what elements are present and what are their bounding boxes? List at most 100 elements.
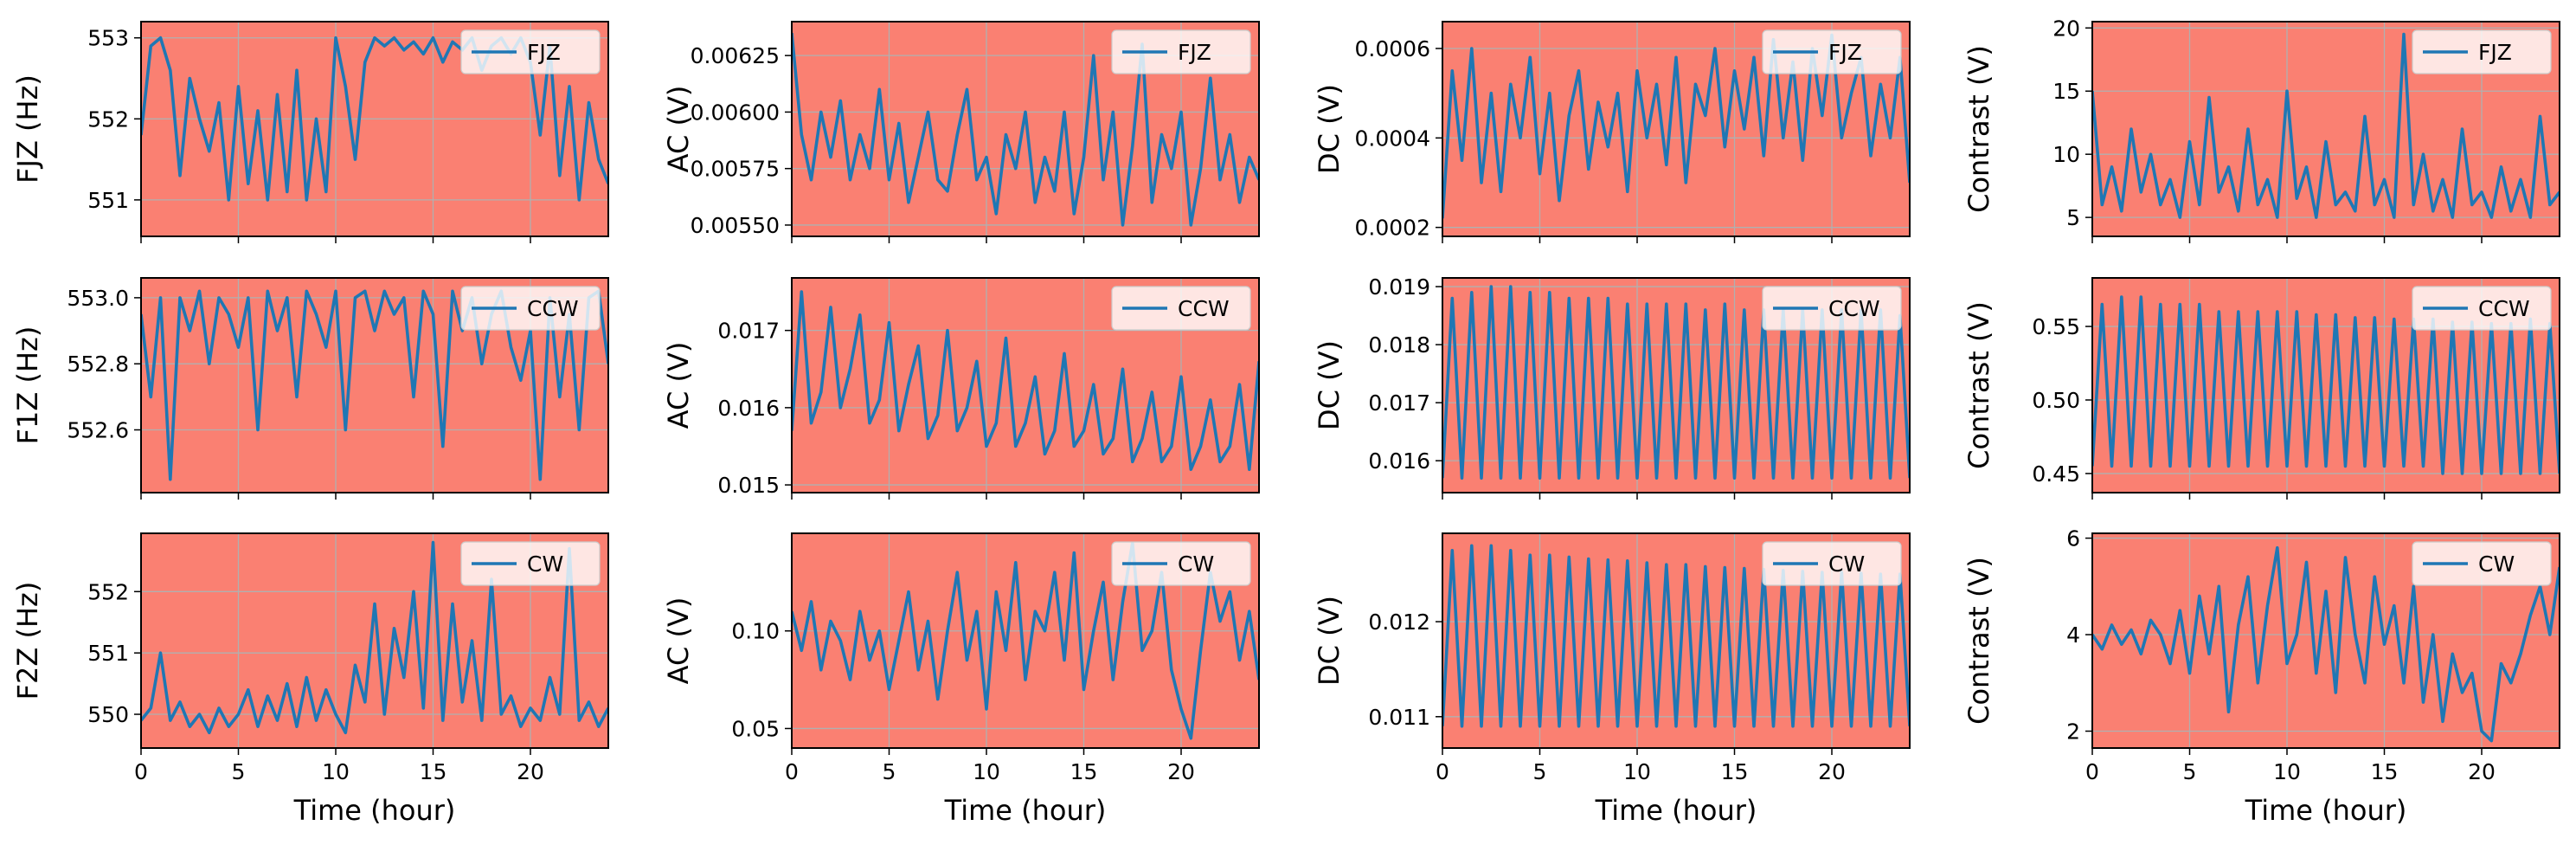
y-axis-label: DC (V) (1313, 84, 1346, 174)
y-tick-label: 5 (2066, 205, 2080, 230)
legend: CW (2412, 541, 2552, 586)
x-tick-label: 0 (1436, 759, 1449, 784)
legend-box (2412, 29, 2552, 74)
series-line-FJZ (792, 32, 1259, 227)
x-tick-label: 0 (2085, 759, 2099, 784)
legend: CCW (460, 286, 601, 331)
y-tick-label: 552 (87, 579, 129, 604)
legend-box (460, 541, 601, 586)
legend: FJZ (460, 29, 601, 74)
series-line-CW (2092, 545, 2560, 743)
x-tick-label: 5 (232, 759, 246, 784)
x-tick-label: 0 (134, 759, 148, 784)
subplot-r1-c3: 0.0002 0.0004 0.0006 FJZ DC (V) (1313, 21, 1911, 243)
y-tick-label: 550 (87, 702, 129, 727)
series-line-FJZ (2092, 32, 2560, 219)
legend: CW (1762, 541, 1902, 586)
axes-frame (1442, 532, 1911, 749)
x-tick-label: 15 (420, 759, 447, 784)
legend-box (2412, 541, 2552, 586)
series-line-CCW (2092, 295, 2560, 475)
y-tick-label: 10 (2052, 142, 2080, 167)
axes-frame (140, 532, 609, 749)
y-tick-label: 553 (87, 26, 129, 51)
y-tick-label: 552 (87, 106, 129, 132)
x-tick-label: 20 (2468, 759, 2496, 784)
y-tick-label: 0.00600 (691, 100, 780, 125)
subplot-r2-c2: 0.015 0.016 0.017 CCW AC (V) (662, 277, 1260, 500)
y-axis-label: F2Z (Hz) (11, 582, 44, 700)
legend: CCW (1111, 286, 1251, 331)
y-tick-label: 15 (2052, 79, 2080, 104)
y-axis-label: DC (V) (1313, 596, 1346, 686)
subplot-r1-c1: 551 552 553 FJZ FJZ (Hz) (11, 21, 609, 243)
x-tick-label: 10 (2273, 759, 2301, 784)
subplot-r3-c3: 0.011 0.012 0 5 10 15 20 CW DC (V) Time (hour) (1313, 532, 1911, 827)
y-axis-label: DC (V) (1313, 340, 1346, 430)
x-axis-label: Time (hour) (944, 794, 1107, 827)
axes-frame (2091, 277, 2560, 493)
legend-label: CCW (2478, 296, 2530, 321)
axes-frame (140, 21, 609, 237)
series-line-CCW (792, 290, 1259, 472)
y-axis-label: AC (V) (662, 86, 695, 173)
subplot-r2-c4: 0.45 0.50 0.55 CCW Contrast (V) (1963, 277, 2560, 500)
axes-frame (140, 277, 609, 493)
axes-frame (1442, 277, 1911, 493)
y-tick-label: 553.0 (67, 286, 129, 311)
y-tick-label: 0.017 (1368, 390, 1430, 416)
subplot-r1-c4: 5 10 15 20 FJZ Contrast (V) (1963, 16, 2560, 243)
legend-label: CW (2478, 552, 2515, 577)
y-tick-label: 0.50 (2032, 388, 2080, 413)
x-tick-label: 10 (973, 759, 1000, 784)
y-tick-label: 551 (87, 641, 129, 666)
y-tick-label: 0.00575 (691, 157, 780, 182)
legend-box (1111, 541, 1251, 586)
axes-frame (791, 532, 1260, 749)
subplot-r3-c1: 550 551 552 0 5 10 15 20 CW F2Z (Hz) Time (hour) (11, 532, 609, 827)
series-line-CW (1442, 544, 1910, 728)
axes-frame (2091, 21, 2560, 237)
legend-label: FJZ (1828, 40, 1862, 65)
x-tick-label: 5 (883, 759, 896, 784)
y-tick-label: 0.45 (2032, 461, 2080, 487)
legend: CW (460, 541, 601, 586)
legend-label: CCW (527, 296, 579, 321)
y-axis-label: F1Z (Hz) (11, 326, 44, 445)
y-tick-label: 552.6 (67, 418, 129, 443)
y-tick-label: 0.05 (731, 716, 780, 741)
y-axis-label: Contrast (V) (1963, 301, 1995, 469)
axes-frame (791, 21, 1260, 237)
series-line-CW (792, 541, 1259, 740)
legend-label: CW (1178, 552, 1214, 577)
y-tick-label: 20 (2052, 16, 2080, 41)
x-tick-label: 5 (2183, 759, 2197, 784)
y-axis-label: Contrast (V) (1963, 557, 1995, 725)
x-tick-label: 15 (1721, 759, 1749, 784)
legend-label: CW (527, 552, 563, 577)
subplot-r3-c4: 2 4 6 0 5 10 15 20 CW Contrast (V) Time (hour) (1963, 526, 2560, 827)
y-tick-label: 0.0002 (1355, 216, 1430, 241)
series-line-CW (141, 540, 608, 735)
legend-label: CCW (1828, 296, 1880, 321)
subplot-r3-c2: 0.05 0.10 0 5 10 15 20 CW AC (V) Time (hour) (662, 532, 1260, 827)
x-axis-label: Time (hour) (293, 794, 456, 827)
x-tick-label: 5 (1533, 759, 1547, 784)
x-tick-label: 10 (322, 759, 350, 784)
y-tick-label: 0.0006 (1355, 36, 1430, 61)
x-tick-label: 0 (785, 759, 799, 784)
y-tick-label: 0.0004 (1355, 126, 1430, 151)
y-tick-label: 0.017 (717, 319, 780, 344)
legend: CCW (2412, 286, 2552, 331)
y-axis-label: FJZ (Hz) (11, 74, 44, 184)
legend: FJZ (1111, 29, 1251, 74)
legend-box (1762, 286, 1902, 331)
legend-box (460, 29, 601, 74)
y-tick-label: 0.018 (1368, 332, 1430, 358)
legend-box (1111, 286, 1251, 331)
x-axis-label: Time (hour) (2245, 794, 2407, 827)
y-tick-label: 552.8 (67, 352, 129, 377)
y-tick-label: 0.00625 (691, 43, 780, 68)
y-tick-label: 0.016 (1368, 448, 1430, 474)
